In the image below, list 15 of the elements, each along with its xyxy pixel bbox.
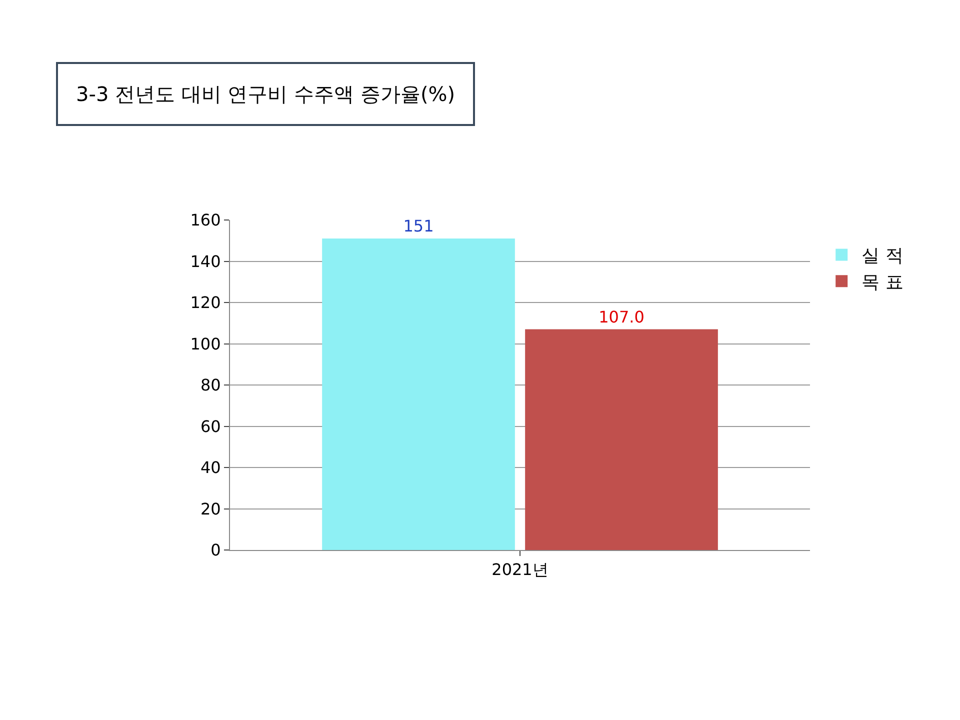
y-tick-label: 120 (190, 293, 221, 312)
legend-label: 목 표 (862, 272, 904, 294)
data-label: 151 (403, 216, 434, 236)
chart-title: 3-3 전년도 대비 연구비 수주액 증가율(%) (76, 82, 456, 106)
y-tick-label: 60 (200, 416, 221, 436)
y-tick-label: 160 (190, 210, 221, 230)
y-tick-label: 140 (190, 252, 221, 271)
y-tick-label: 80 (200, 376, 221, 395)
legend-label: 실 적 (862, 246, 904, 267)
y-tick-label: 40 (200, 458, 221, 478)
y-tick-label: 0 (210, 540, 221, 560)
y-tick-label: 20 (200, 499, 221, 518)
y-tick-label: 100 (190, 334, 221, 354)
data-label: 107.0 (598, 307, 644, 326)
x-tick-label: 2021년 (492, 560, 548, 580)
